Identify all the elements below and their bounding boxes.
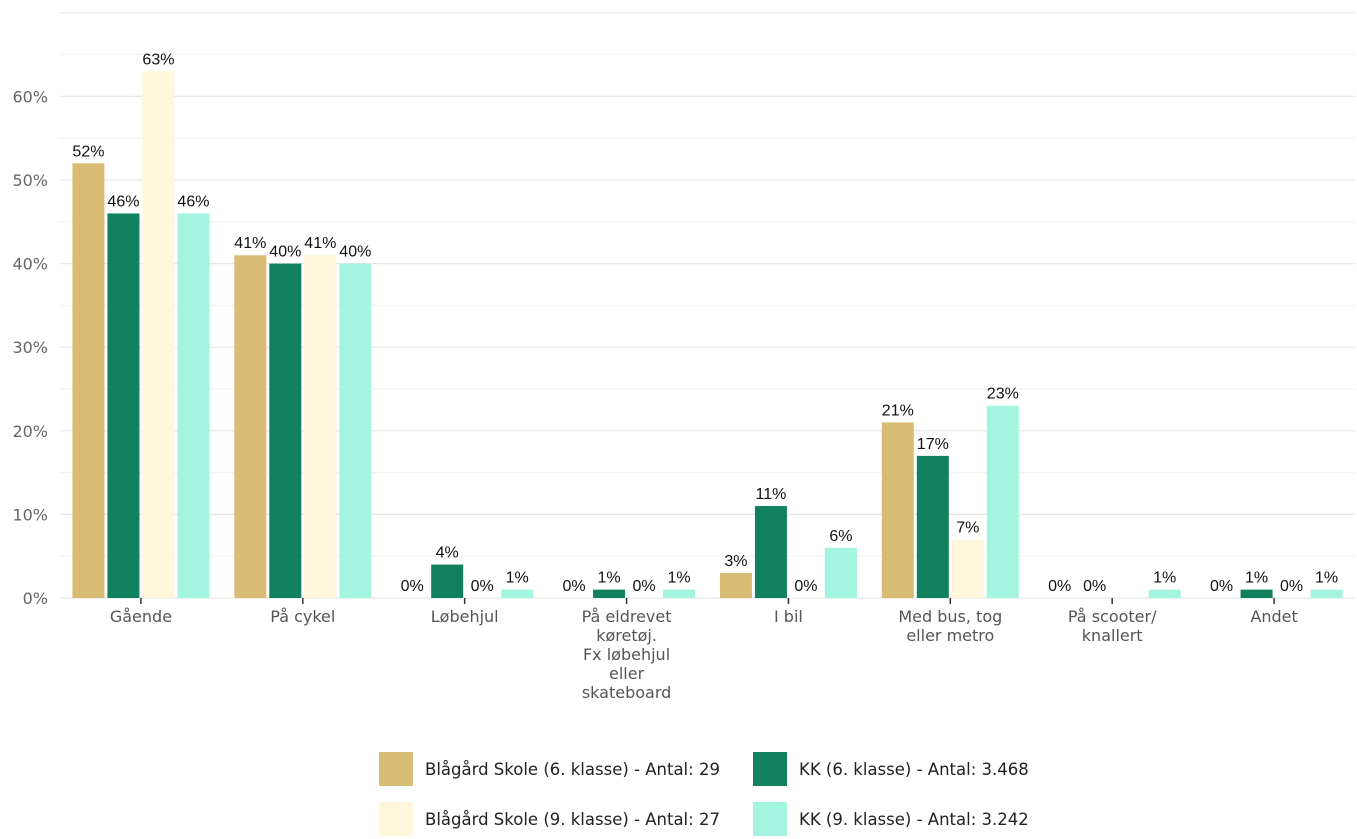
- legend-swatch-kk-9: [753, 802, 787, 836]
- bar-chart: 0%10%20%30%40%50%60% 52%46%63%46%41% 40% 4…: [12, 12, 1355, 702]
- y-tick-label: 20%: [12, 422, 48, 441]
- data-label: 4%: [436, 545, 459, 562]
- legend-label-blagard-9: Blågård Skole (9. klasse) - Antal: 27: [425, 809, 720, 829]
- bar[interactable]: [107, 213, 140, 598]
- x-tick-label: Løbehjul: [431, 607, 499, 626]
- bar[interactable]: [824, 547, 857, 598]
- bar[interactable]: [663, 589, 696, 598]
- bar[interactable]: [1310, 589, 1343, 598]
- bar[interactable]: [593, 589, 626, 598]
- x-tick-label: På scooter/knallert: [1068, 607, 1157, 645]
- legend-label-blagard-6: Blågård Skole (6. klasse) - Antal: 29: [425, 759, 720, 779]
- x-tick-label: Med bus, tog eller metro: [898, 607, 1002, 645]
- data-label: 0%: [794, 578, 817, 595]
- x-tick-label: Andet: [1250, 607, 1297, 626]
- y-axis-tick-labels: 0% 10% 20% 30% 40% 50% 60%: [12, 87, 48, 608]
- bar[interactable]: [339, 263, 372, 598]
- bar[interactable]: [1148, 589, 1181, 598]
- legend-item-blagard-6[interactable]: Blågård Skole (6. klasse) - Antal: 29: [379, 749, 720, 789]
- bar[interactable]: [754, 506, 787, 598]
- bar[interactable]: [881, 422, 914, 598]
- bar[interactable]: [234, 255, 267, 599]
- y-tick-label: 30%: [12, 338, 48, 357]
- legend-item-kk-9[interactable]: KK (9. klasse) - Antal: 3.242: [753, 799, 1029, 839]
- data-label: 23%: [987, 386, 1019, 403]
- x-tick-label: På cykel: [270, 607, 335, 626]
- data-label: 11%: [756, 486, 787, 503]
- legend-swatch-blagard-6: [379, 752, 413, 786]
- data-label: 1%: [1245, 570, 1268, 587]
- bar[interactable]: [719, 572, 752, 598]
- data-label: 0%: [1048, 578, 1071, 595]
- legend-swatch-blagard-9: [379, 802, 413, 836]
- x-tick-label: Gående: [110, 607, 172, 626]
- data-label: 3%: [724, 553, 747, 570]
- bars: [72, 71, 1343, 599]
- data-label: 1%: [1153, 570, 1176, 587]
- x-tick-label: På eldrevet køretøj. Fx løbehjul eller skate…: [582, 607, 672, 702]
- data-label: 1%: [598, 570, 621, 587]
- y-tick-label: 10%: [12, 505, 48, 524]
- data-label: 41%: [234, 235, 266, 252]
- bar[interactable]: [431, 564, 464, 598]
- data-label: 40%: [269, 244, 301, 261]
- legend-swatch-kk-6: [753, 752, 787, 786]
- legend-item-blagard-9[interactable]: Blågård Skole (9. klasse) - Antal: 27: [379, 799, 720, 839]
- bar[interactable]: [142, 71, 175, 598]
- y-tick-label: 50%: [12, 171, 48, 190]
- data-label: 0%: [471, 578, 494, 595]
- data-label: 1%: [1315, 570, 1338, 587]
- data-label: 0%: [1083, 578, 1106, 595]
- data-label: 52%: [72, 143, 104, 160]
- bar[interactable]: [72, 163, 105, 598]
- x-tick-label: I bil: [774, 607, 803, 626]
- legend: Blågård Skole (6. klasse) - Antal: 29 KK…: [379, 749, 1079, 836]
- bar[interactable]: [269, 263, 302, 598]
- data-label: 21%: [882, 402, 914, 419]
- bar[interactable]: [916, 455, 949, 598]
- bar[interactable]: [951, 539, 984, 598]
- data-label: 46%: [107, 193, 139, 210]
- data-label: 46%: [177, 193, 209, 210]
- data-label: 41%: [304, 235, 336, 252]
- bar[interactable]: [1240, 589, 1273, 598]
- data-label: 0%: [633, 578, 656, 595]
- data-label: 17%: [917, 436, 949, 453]
- bar[interactable]: [986, 405, 1019, 598]
- legend-label-kk-6: KK (6. klasse) - Antal: 3.468: [799, 759, 1029, 779]
- data-label: 63%: [142, 51, 174, 68]
- data-label: 1%: [668, 570, 691, 587]
- data-labels: 52%46%63%46%41% 40% 41% 40%0%4%0% 1% 0% 1% 0% 1%…: [72, 51, 1338, 595]
- bar[interactable]: [177, 213, 210, 598]
- y-tick-label: 60%: [12, 87, 48, 106]
- legend-label-kk-9: KK (9. klasse) - Antal: 3.242: [799, 809, 1029, 829]
- bar[interactable]: [501, 589, 534, 598]
- data-label: 40%: [339, 244, 371, 261]
- bar[interactable]: [304, 255, 337, 599]
- data-label: 0%: [1280, 578, 1303, 595]
- legend-item-kk-6[interactable]: KK (6. klasse) - Antal: 3.468: [753, 749, 1029, 789]
- data-label: 7%: [956, 519, 979, 536]
- data-label: 0%: [1210, 578, 1233, 595]
- data-label: 6%: [829, 528, 852, 545]
- y-tick-label: 40%: [12, 255, 48, 274]
- y-tick-label: 0%: [23, 589, 48, 608]
- x-axis-tick-labels: Gående På cykel Løbehjul På eldrevet køretøj…: [110, 598, 1298, 702]
- data-label: 0%: [563, 578, 586, 595]
- data-label: 1%: [506, 570, 529, 587]
- data-label: 0%: [401, 578, 424, 595]
